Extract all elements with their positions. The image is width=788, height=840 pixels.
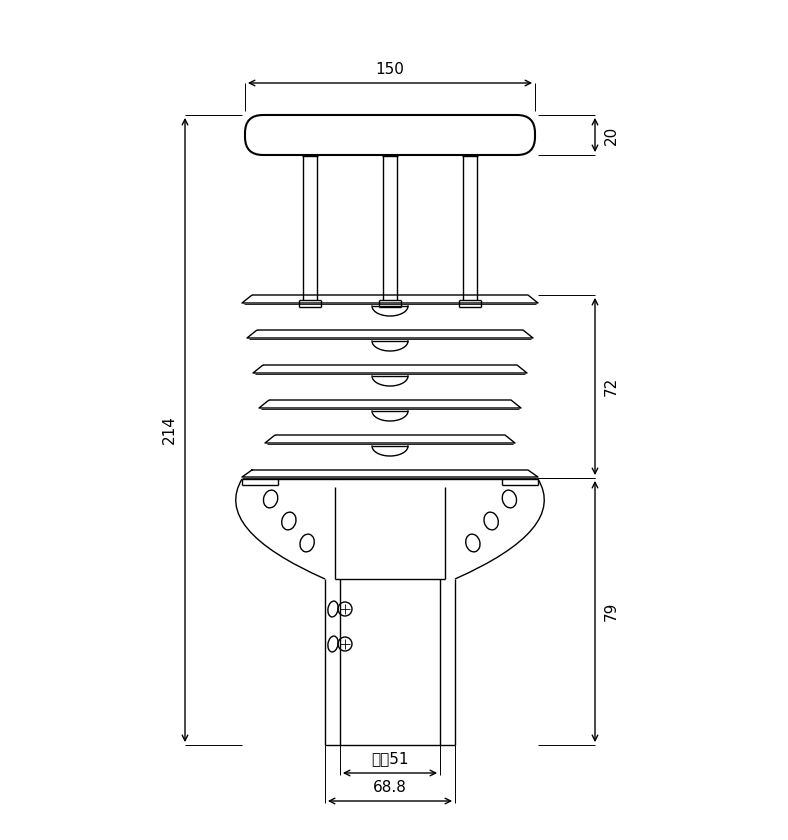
FancyBboxPatch shape	[245, 115, 535, 155]
Text: 79: 79	[604, 601, 619, 622]
Text: 214: 214	[162, 416, 177, 444]
Text: 68.8: 68.8	[373, 780, 407, 795]
Text: 150: 150	[376, 61, 404, 76]
Text: 20: 20	[604, 125, 619, 144]
Text: 72: 72	[604, 377, 619, 396]
Text: 内彄51: 内彄51	[371, 752, 409, 766]
